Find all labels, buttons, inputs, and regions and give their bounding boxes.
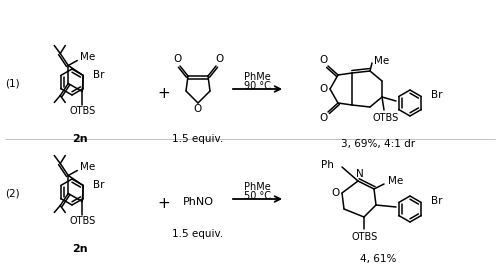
Text: (2): (2) (4, 189, 20, 199)
Text: O: O (194, 104, 202, 114)
Text: PhMe: PhMe (244, 182, 271, 192)
Text: 90 °C: 90 °C (244, 81, 271, 91)
Text: N: N (356, 169, 364, 179)
Text: O: O (320, 113, 328, 123)
Text: OTBS: OTBS (69, 217, 96, 227)
Text: 2n: 2n (72, 134, 88, 144)
Text: O: O (331, 188, 339, 198)
Text: Me: Me (80, 52, 96, 62)
Text: Br: Br (431, 196, 442, 206)
Text: Me: Me (388, 176, 403, 186)
Text: Me: Me (374, 56, 389, 66)
Text: Br: Br (93, 69, 104, 80)
Text: Ph: Ph (321, 160, 334, 170)
Text: +: + (158, 86, 170, 102)
Text: 4, 61%: 4, 61% (360, 254, 396, 264)
Text: 50 °C: 50 °C (244, 191, 271, 201)
Text: O: O (320, 55, 328, 65)
Text: 3, 69%, 4:1 dr: 3, 69%, 4:1 dr (341, 139, 415, 149)
Text: (1): (1) (4, 79, 20, 89)
Text: 1.5 equiv.: 1.5 equiv. (172, 134, 224, 144)
Text: OTBS: OTBS (373, 113, 399, 123)
Text: O: O (173, 54, 181, 64)
Text: Br: Br (431, 90, 442, 100)
Text: O: O (319, 84, 327, 94)
Text: 1.5 equiv.: 1.5 equiv. (172, 229, 224, 239)
Text: Me: Me (80, 162, 96, 172)
Text: O: O (215, 54, 223, 64)
Text: Br: Br (93, 179, 104, 189)
Text: +: + (158, 196, 170, 211)
Text: 2n: 2n (72, 244, 88, 254)
Text: OTBS: OTBS (352, 232, 378, 242)
Text: PhMe: PhMe (244, 72, 271, 82)
Text: PhNO: PhNO (182, 197, 214, 207)
Text: OTBS: OTBS (69, 107, 96, 117)
